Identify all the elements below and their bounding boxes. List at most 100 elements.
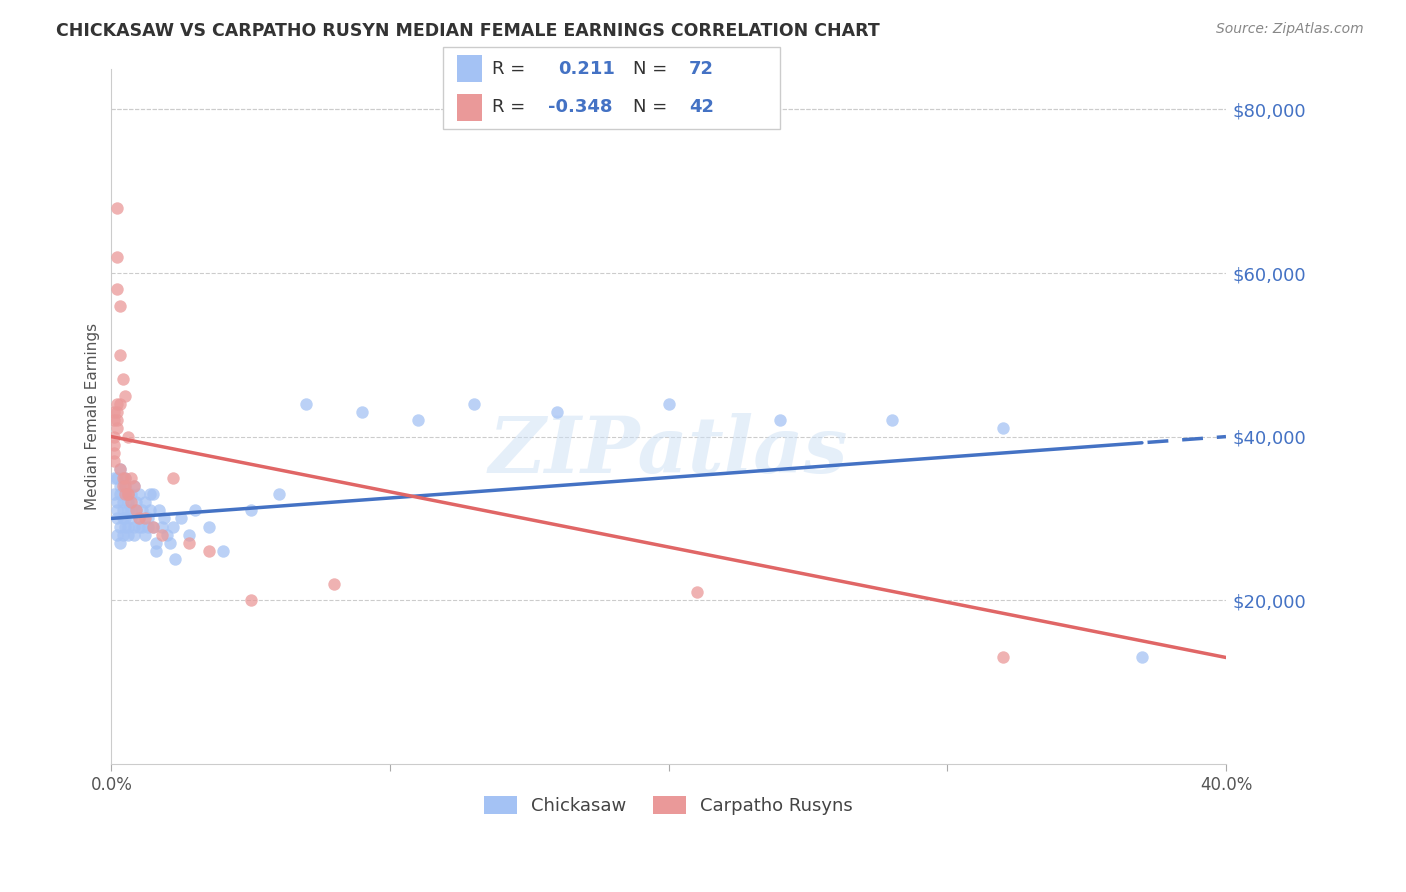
Point	[685, 585, 707, 599]
Point	[114, 511, 136, 525]
Point	[212, 544, 235, 558]
Text: 42: 42	[689, 98, 714, 116]
Point	[108, 462, 131, 476]
Text: R =: R =	[492, 98, 526, 116]
Point	[117, 487, 139, 501]
Point	[239, 503, 262, 517]
Point	[103, 487, 125, 501]
Point	[114, 479, 136, 493]
Point	[108, 299, 131, 313]
Text: R =: R =	[492, 61, 526, 78]
Point	[108, 479, 131, 493]
Point	[165, 552, 187, 566]
Point	[352, 405, 374, 419]
Point	[117, 503, 139, 517]
Point	[546, 405, 568, 419]
Point	[117, 528, 139, 542]
Point	[103, 470, 125, 484]
Point	[108, 487, 131, 501]
Point	[105, 397, 128, 411]
Legend: Chickasaw, Carpatho Rusyns: Chickasaw, Carpatho Rusyns	[475, 787, 862, 824]
Point	[114, 479, 136, 493]
Point	[134, 528, 156, 542]
Point	[114, 519, 136, 533]
Text: CHICKASAW VS CARPATHO RUSYN MEDIAN FEMALE EARNINGS CORRELATION CHART: CHICKASAW VS CARPATHO RUSYN MEDIAN FEMAL…	[56, 22, 880, 40]
Point	[111, 495, 134, 509]
Text: Source: ZipAtlas.com: Source: ZipAtlas.com	[1216, 22, 1364, 37]
Point	[131, 503, 153, 517]
Point	[105, 405, 128, 419]
Point	[170, 511, 193, 525]
Point	[117, 487, 139, 501]
Point	[153, 511, 176, 525]
Text: ZIPatlas: ZIPatlas	[489, 413, 848, 489]
Point	[105, 413, 128, 427]
Text: 0.211: 0.211	[558, 61, 614, 78]
Point	[139, 487, 162, 501]
Point	[117, 495, 139, 509]
Point	[150, 528, 173, 542]
Point	[103, 446, 125, 460]
Point	[114, 389, 136, 403]
Point	[111, 470, 134, 484]
Point	[128, 487, 150, 501]
Point	[108, 397, 131, 411]
Point	[111, 511, 134, 525]
Point	[105, 495, 128, 509]
Point	[120, 503, 142, 517]
Point	[108, 348, 131, 362]
Point	[1130, 650, 1153, 665]
Point	[179, 528, 201, 542]
Point	[120, 495, 142, 509]
Point	[111, 372, 134, 386]
Point	[105, 201, 128, 215]
Point	[150, 519, 173, 533]
Point	[111, 503, 134, 517]
Point	[103, 413, 125, 427]
Point	[122, 479, 145, 493]
Point	[105, 421, 128, 435]
Point	[463, 397, 485, 411]
Point	[120, 470, 142, 484]
Point	[105, 511, 128, 525]
Point	[111, 528, 134, 542]
Point	[406, 413, 429, 427]
Point	[105, 470, 128, 484]
Point	[323, 577, 346, 591]
Point	[145, 544, 167, 558]
Point	[108, 519, 131, 533]
Point	[128, 519, 150, 533]
Point	[114, 470, 136, 484]
Point	[991, 421, 1014, 435]
Point	[131, 519, 153, 533]
Point	[658, 397, 681, 411]
Point	[162, 470, 184, 484]
Point	[128, 511, 150, 525]
Point	[125, 503, 148, 517]
Point	[103, 454, 125, 468]
Point	[103, 438, 125, 452]
Point	[179, 536, 201, 550]
Point	[134, 511, 156, 525]
Point	[117, 519, 139, 533]
Point	[142, 487, 165, 501]
Point	[159, 536, 181, 550]
Point	[122, 519, 145, 533]
Point	[117, 429, 139, 443]
Point	[156, 528, 179, 542]
Point	[108, 536, 131, 550]
Point	[105, 250, 128, 264]
Text: N =: N =	[633, 61, 666, 78]
Point	[184, 503, 207, 517]
Point	[105, 503, 128, 517]
Point	[114, 487, 136, 501]
Point	[142, 519, 165, 533]
Y-axis label: Median Female Earnings: Median Female Earnings	[86, 323, 100, 509]
Point	[136, 511, 159, 525]
Point	[139, 503, 162, 517]
Point	[145, 536, 167, 550]
Point	[148, 503, 170, 517]
Point	[769, 413, 792, 427]
Text: 72: 72	[689, 61, 714, 78]
Point	[239, 593, 262, 607]
